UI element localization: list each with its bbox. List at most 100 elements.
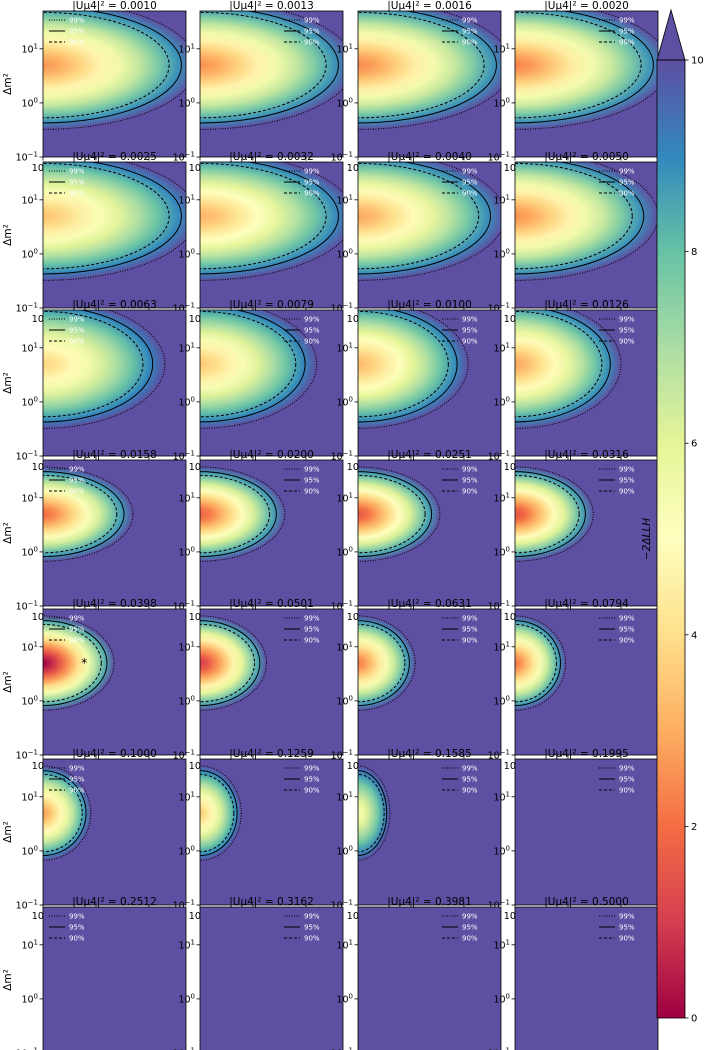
panel-title: |Uμ4|² = 0.0063 (72, 299, 157, 311)
y-tick-label: 101 (336, 640, 353, 653)
panel-title: |Uμ4|² = 0.0501 (229, 598, 314, 610)
legend-label: 95% (462, 626, 478, 634)
contour-99 (200, 310, 318, 429)
panel: |Uμ4|² = 0.007999%95%90%10−310−210−110−1… (173, 299, 344, 473)
y-tick-label: 101 (178, 42, 195, 55)
contour-95 (200, 471, 277, 558)
legend-label: 99% (69, 615, 85, 623)
legend-label: 95% (619, 477, 635, 485)
legend-label: 95% (304, 327, 320, 335)
legend-label: 95% (462, 776, 478, 784)
legend-label: 99% (462, 17, 478, 25)
y-tick-label: 100 (336, 545, 353, 558)
likelihood-surface (200, 310, 317, 429)
panel-legend: 99% 95% 90% (284, 615, 320, 645)
legend-label: 99% (619, 913, 635, 921)
likelihood-surface (515, 11, 658, 130)
contour-90 (358, 11, 485, 119)
contour-95 (43, 11, 182, 124)
legend-label: 90% (304, 935, 320, 943)
likelihood-surface (515, 310, 621, 429)
contour-99 (43, 615, 115, 711)
y-tick-label: 101 (21, 640, 38, 653)
panel: |Uμ4|² = 0.012699%95%90%10−310−210−110−1… (488, 299, 659, 473)
contour-95 (200, 162, 339, 275)
contour-90 (43, 310, 144, 418)
panel-title: |Uμ4|² = 0.0100 (387, 299, 472, 311)
legend-label: 90% (462, 338, 478, 346)
panel-grid: |Uμ4|² = 0.001099%95%90%10−310−210−110−1… (2, 0, 659, 1050)
legend-label: 90% (69, 637, 85, 645)
legend-label: 90% (619, 39, 635, 47)
y-tick-label: 10−1 (488, 450, 510, 463)
y-tick-label: 10−1 (16, 899, 38, 912)
y-tick-label: 10−1 (488, 151, 510, 164)
contour-90 (515, 11, 642, 119)
contour-90 (43, 11, 170, 119)
panel: |Uμ4|² = 0.002599%95%90%10−310−210−110−1… (2, 151, 187, 325)
legend-label: 95% (304, 28, 320, 36)
colorbar-tick-label: 6 (691, 439, 697, 450)
y-tick-label: 100 (178, 247, 195, 260)
y-tick-label: 101 (493, 42, 510, 55)
contour-90 (43, 474, 118, 554)
panel-legend: 99% 95% 90% (49, 466, 85, 496)
contour-99 (358, 466, 441, 562)
y-tick-label: 10−1 (488, 302, 510, 315)
y-axis-label: Δm² (2, 671, 14, 693)
legend-label: 90% (304, 190, 320, 198)
panel-frame (357, 309, 502, 457)
panel-legend: 99% 95% 90% (284, 913, 320, 943)
legend-label: 90% (304, 488, 320, 496)
legend-label: 90% (69, 190, 85, 198)
contour-99 (358, 310, 469, 429)
contour-95 (43, 162, 182, 275)
y-tick-label: 10−1 (16, 450, 38, 463)
panel-background (358, 907, 501, 1050)
panel-frame (42, 906, 187, 1050)
y-tick-label: 100 (178, 992, 195, 1005)
panel-title: |Uμ4|² = 0.0020 (544, 0, 629, 12)
contour-90 (43, 773, 83, 853)
y-tick-label: 101 (493, 938, 510, 951)
panel: |Uμ4|² = 0.015899%95%90%10−310−210−110−1… (2, 449, 187, 623)
y-axis-label: Δm² (2, 372, 14, 394)
legend-label: 95% (619, 327, 635, 335)
y-tick-label: 100 (178, 545, 195, 558)
panel-legend: 99% 95% 90% (599, 316, 635, 346)
panel-title: |Uμ4|² = 0.0079 (229, 299, 314, 311)
y-tick-label: 101 (178, 193, 195, 206)
y-tick-label: 101 (493, 341, 510, 354)
legend-label: 95% (462, 28, 478, 36)
legend-label: 95% (619, 179, 635, 187)
legend-label: 90% (304, 787, 320, 795)
legend-label: 95% (69, 924, 85, 932)
y-tick-label: 100 (178, 395, 195, 408)
y-tick-label: 101 (336, 491, 353, 504)
best-fit-star-icon: * (81, 656, 87, 670)
panel-frame (357, 459, 502, 607)
y-tick-label: 100 (21, 694, 38, 707)
legend-label: 95% (69, 626, 85, 634)
panel-title: |Uμ4|² = 0.1000 (72, 748, 157, 760)
y-tick-label: 10−1 (173, 1047, 195, 1050)
panel-legend: 99% 95% 90% (442, 913, 478, 943)
y-tick-label: 100 (21, 545, 38, 558)
panel: |Uμ4|² = 0.005099%95%90%10−310−210−110−1… (488, 151, 659, 325)
panel-legend: 99% 95% 90% (599, 913, 635, 943)
colorbar-label: −2ΔLLH (641, 518, 653, 560)
panel-title: |Uμ4|² = 0.1585 (387, 748, 472, 760)
panel-title: |Uμ4|² = 0.0794 (544, 598, 629, 610)
legend-label: 99% (619, 168, 635, 176)
likelihood-surface (200, 11, 343, 130)
legend-label: 99% (304, 17, 320, 25)
panel-title: |Uμ4|² = 0.0158 (72, 449, 157, 461)
contour-99 (43, 765, 92, 861)
contour-95 (358, 471, 433, 558)
legend-label: 95% (619, 776, 635, 784)
y-tick-label: 10−1 (16, 151, 38, 164)
legend-label: 95% (69, 477, 85, 485)
legend-label: 90% (619, 338, 635, 346)
panel-title: |Uμ4|² = 0.0040 (387, 151, 472, 163)
contour-99 (200, 765, 242, 861)
